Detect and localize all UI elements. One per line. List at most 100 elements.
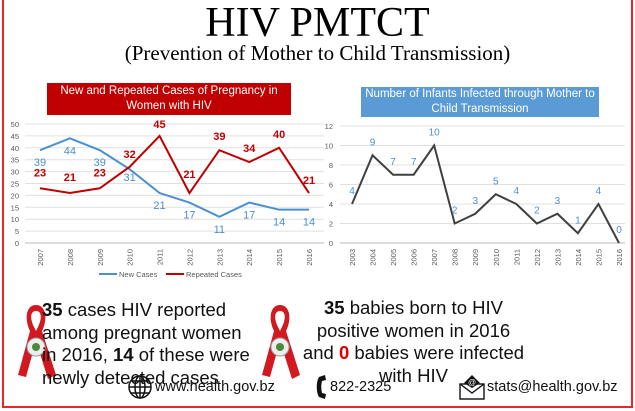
- x-tick-label: 2008: [451, 249, 460, 266]
- data-label: 32: [124, 149, 136, 161]
- stat-right-text2: babies were infected with HIV: [349, 342, 525, 386]
- x-tick-label: 2007: [36, 249, 45, 266]
- data-label: 21: [183, 169, 195, 181]
- data-label: 45: [153, 119, 165, 131]
- y-tick-label: 5: [15, 227, 19, 236]
- data-label: 7: [390, 157, 396, 168]
- email-icon: @: [459, 375, 485, 400]
- x-tick-label: 2006: [410, 249, 419, 266]
- x-tick-label: 2005: [389, 249, 398, 266]
- x-tick-label: 2010: [126, 249, 135, 266]
- series-line: [39, 137, 309, 218]
- data-label: 1: [575, 215, 581, 226]
- data-label: 39: [34, 157, 46, 169]
- y-tick-label: 10: [325, 142, 333, 151]
- data-label: 39: [94, 157, 106, 169]
- globe-icon: [128, 375, 152, 399]
- y-tick-label: 40: [11, 144, 19, 153]
- chart1-title: New and Repeated Cases of Pregnancy in W…: [47, 83, 291, 115]
- x-tick-label: 2003: [348, 249, 357, 266]
- x-tick-label: 2011: [156, 249, 165, 265]
- y-tick-label: 35: [11, 156, 19, 165]
- x-tick-label: 2008: [66, 249, 75, 266]
- chart2-title: Number of Infants Infected through Mothe…: [361, 87, 599, 117]
- x-tick-label: 2012: [185, 249, 194, 266]
- data-label: 31: [124, 172, 136, 184]
- x-tick-label: 2012: [533, 249, 542, 266]
- stat-left-cases: 35: [42, 299, 63, 320]
- stat-right-infected: 0: [338, 342, 350, 363]
- data-label: 0: [616, 225, 622, 236]
- y-tick-label: 45: [11, 132, 19, 141]
- x-tick-label: 2016: [615, 249, 624, 266]
- stat-left-new: 14: [112, 344, 134, 365]
- x-tick-label: 2010: [492, 249, 501, 266]
- y-tick-label: 6: [329, 181, 333, 190]
- stat-left: 35 cases HIV reported among pregnant wom…: [42, 299, 257, 389]
- legend-label: New Cases: [119, 270, 158, 279]
- data-label: 21: [303, 175, 315, 187]
- x-tick-label: 2015: [594, 249, 603, 266]
- y-tick-label: 20: [11, 191, 19, 200]
- data-label: 7: [411, 157, 417, 168]
- data-label: 3: [555, 196, 561, 207]
- data-label: 2: [534, 206, 540, 217]
- data-label: 4: [514, 186, 520, 197]
- y-tick-label: 12: [325, 122, 333, 131]
- x-tick-label: 2013: [553, 249, 562, 266]
- data-label: 9: [370, 137, 376, 148]
- email-contact[interactable]: @ stats@health.gov.bz: [459, 374, 618, 400]
- data-label: 21: [64, 172, 76, 184]
- data-label: 23: [34, 167, 46, 179]
- x-tick-label: 2009: [471, 249, 480, 266]
- data-label: 4: [349, 186, 355, 197]
- stat-right-text1: babies born to HIV positive women in 201…: [302, 297, 511, 363]
- data-label: 3: [472, 196, 478, 207]
- series-line: [351, 143, 620, 244]
- data-label: 23: [94, 167, 106, 179]
- data-label: 14: [273, 217, 285, 229]
- stat-left-text2: of these were newly detected cases: [42, 344, 250, 388]
- data-label: 11: [214, 224, 225, 236]
- phone-number: 822-2325: [330, 379, 392, 395]
- x-tick-label: 2016: [305, 249, 314, 266]
- y-tick-label: 8: [329, 161, 333, 170]
- stat-left-text1: cases HIV reported among pregnant women …: [42, 299, 242, 365]
- legend-label: Repeated Cases: [186, 270, 242, 279]
- page-title: HIV PMTCT: [205, 0, 430, 46]
- y-tick-label: 15: [11, 203, 19, 212]
- data-label: 4: [596, 186, 602, 197]
- y-tick-label: 4: [329, 200, 333, 209]
- data-label: 17: [243, 210, 255, 222]
- stat-right: 35 babies born to HIV positive women in …: [301, 297, 526, 387]
- data-label: 5: [493, 176, 499, 187]
- website-link[interactable]: www.health.gov.bz: [155, 379, 275, 395]
- y-tick-label: 30: [11, 168, 19, 177]
- data-label: 40: [273, 129, 285, 141]
- data-label: 2: [452, 206, 458, 217]
- website-contact[interactable]: www.health.gov.bz: [127, 374, 275, 400]
- x-tick-label: 2014: [245, 249, 254, 266]
- stat-right-babies: 35: [324, 297, 345, 318]
- series-line: [39, 134, 310, 195]
- x-tick-label: 2014: [574, 249, 583, 266]
- phone-contact: 822-2325: [316, 374, 391, 400]
- x-tick-label: 2015: [275, 249, 284, 266]
- x-tick-label: 2011: [512, 249, 521, 265]
- x-tick-label: 2004: [369, 249, 378, 266]
- y-tick-label: 2: [329, 220, 333, 229]
- y-tick-label: 10: [11, 215, 19, 224]
- data-label: 10: [429, 128, 441, 139]
- data-label: 34: [243, 143, 256, 155]
- y-tick-label: 25: [11, 180, 19, 189]
- email-link[interactable]: stats@health.gov.bz: [487, 379, 618, 395]
- phone-icon: [316, 375, 326, 399]
- data-label: 14: [303, 217, 315, 229]
- x-tick-label: 2007: [430, 249, 439, 266]
- data-label: 21: [153, 200, 165, 212]
- data-label: 39: [213, 131, 225, 143]
- data-label: 17: [183, 210, 195, 222]
